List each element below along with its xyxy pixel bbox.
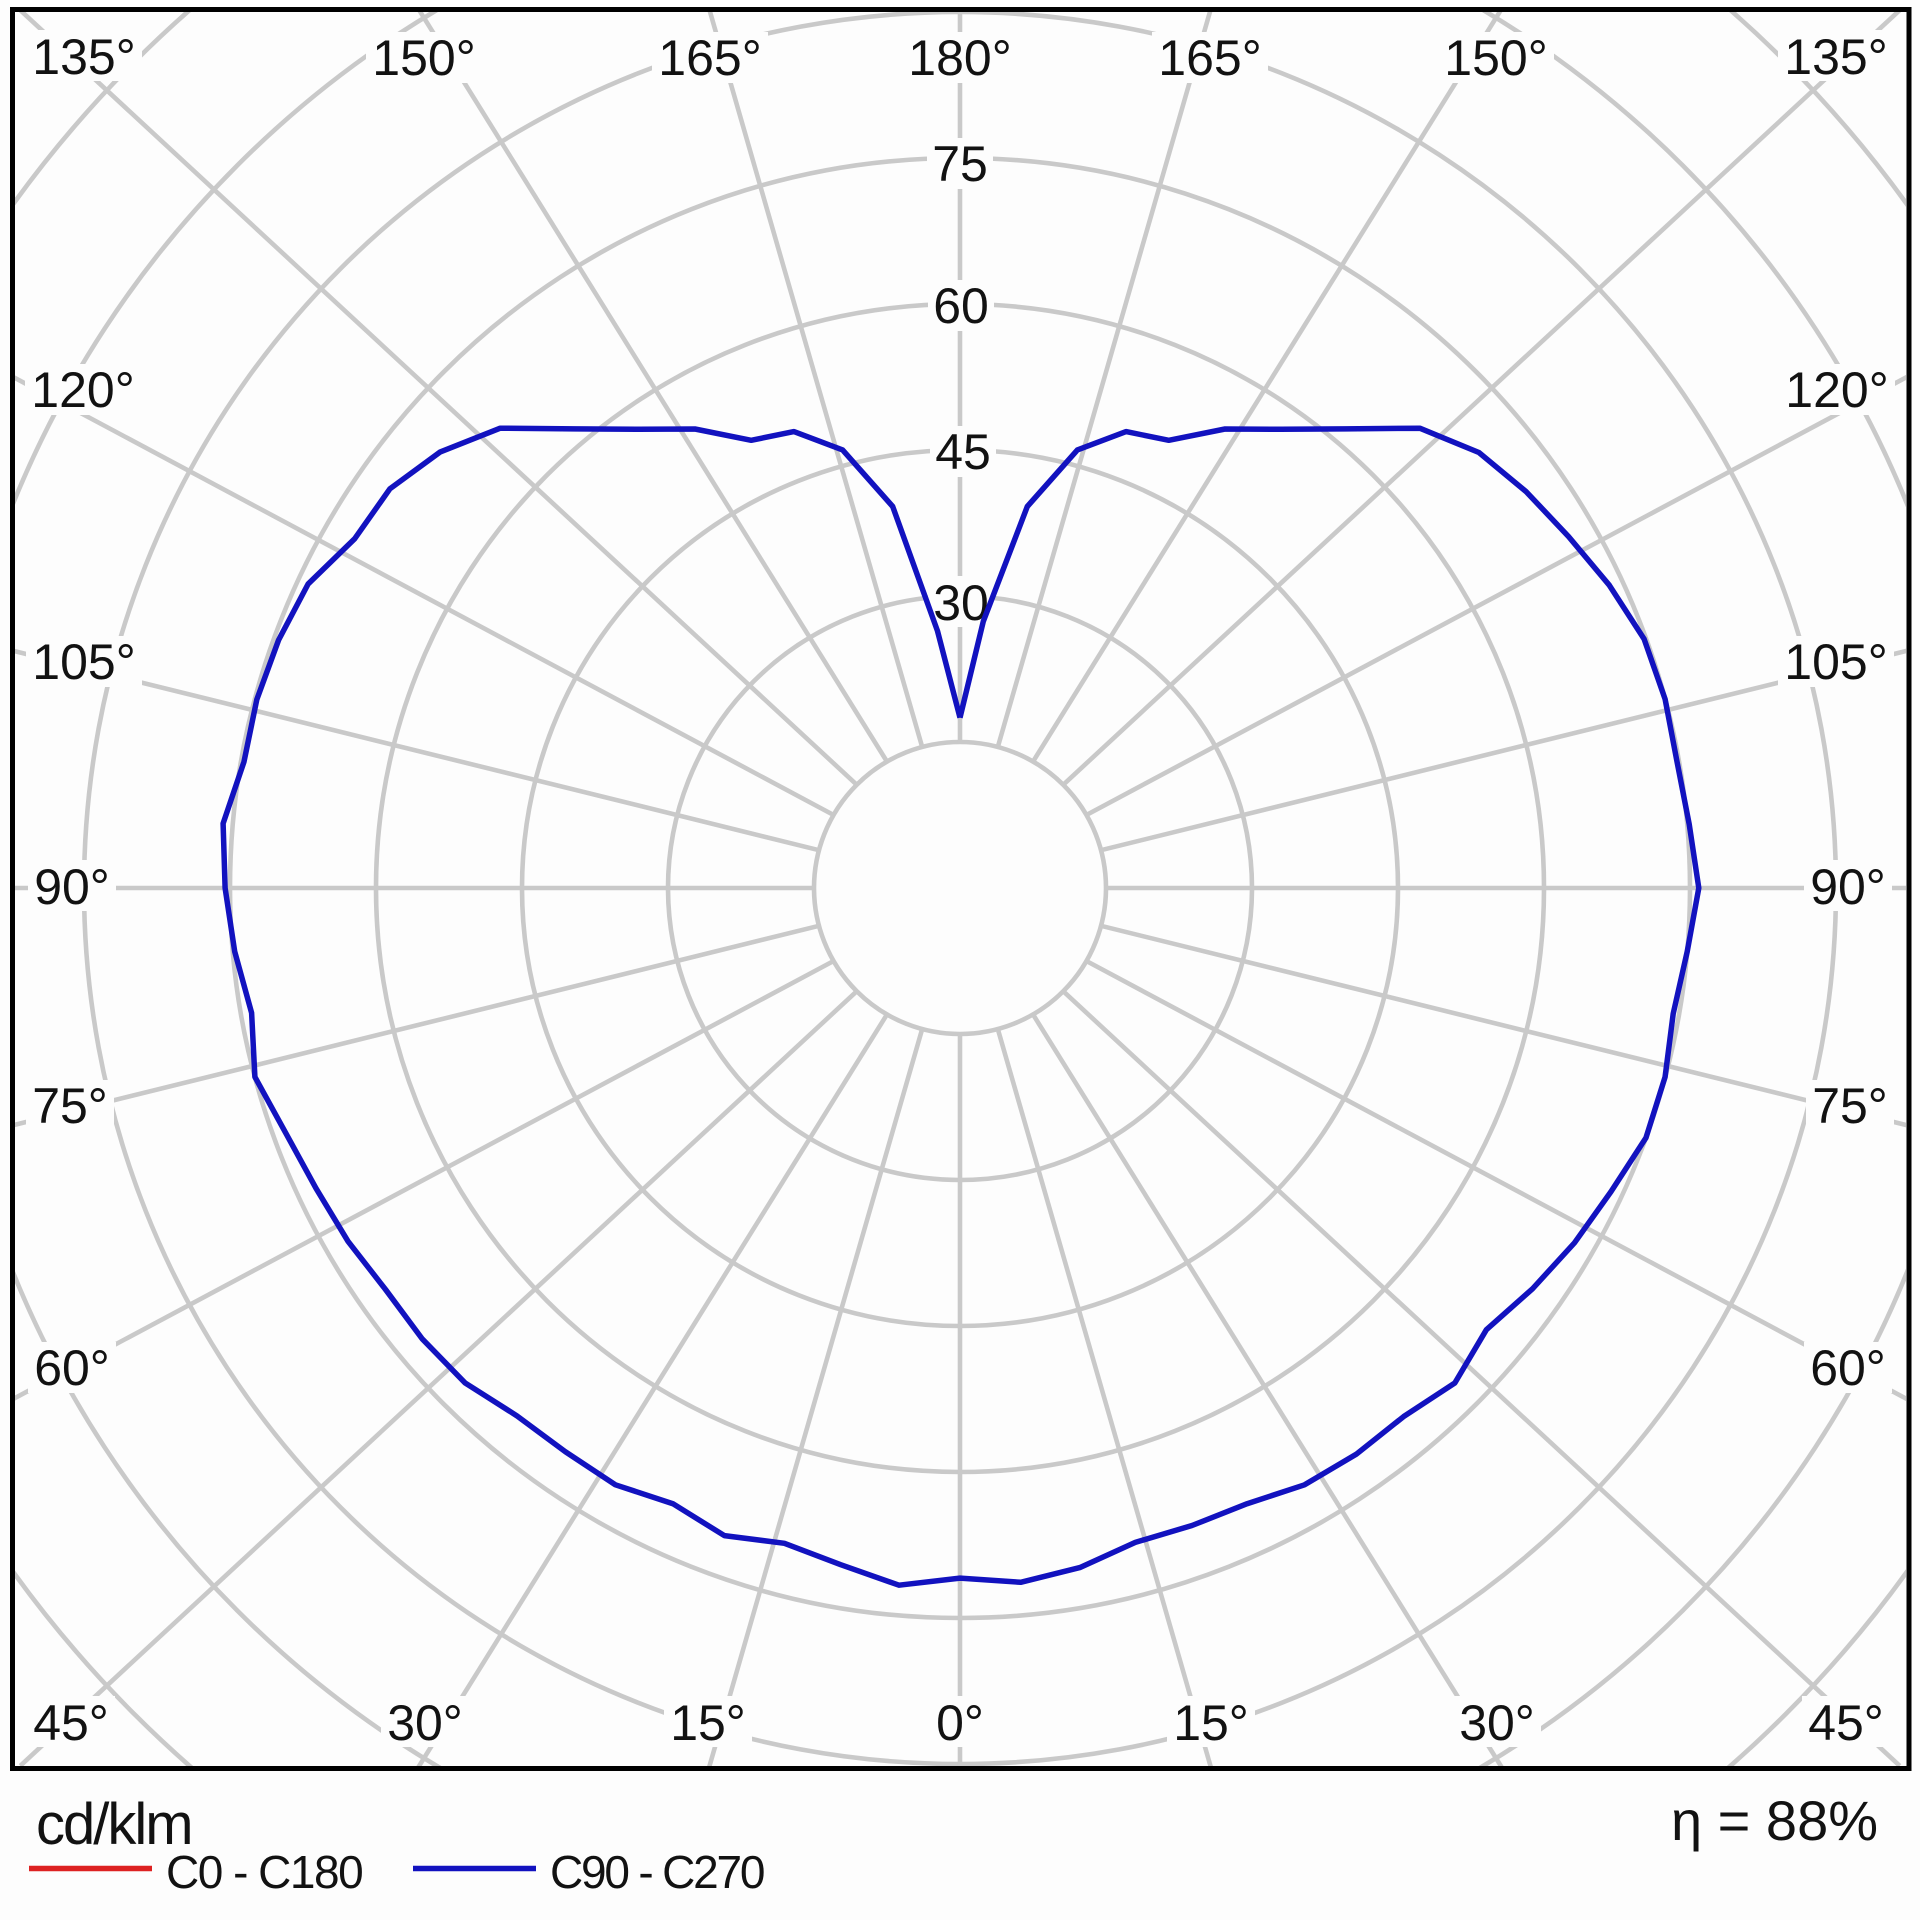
svg-text:η = 88%: η = 88% bbox=[1671, 1789, 1878, 1852]
svg-text:C90 - C270: C90 - C270 bbox=[550, 1846, 764, 1898]
svg-text:90°: 90° bbox=[1810, 859, 1886, 915]
svg-text:60°: 60° bbox=[34, 1340, 110, 1396]
svg-text:75: 75 bbox=[932, 136, 988, 192]
svg-text:75°: 75° bbox=[32, 1078, 108, 1134]
svg-text:120°: 120° bbox=[31, 362, 134, 418]
svg-text:105°: 105° bbox=[32, 634, 135, 690]
svg-text:135°: 135° bbox=[1784, 29, 1887, 85]
svg-text:75°: 75° bbox=[1812, 1078, 1888, 1134]
svg-text:135°: 135° bbox=[32, 29, 135, 85]
svg-text:0°: 0° bbox=[936, 1695, 984, 1751]
svg-text:165°: 165° bbox=[1158, 30, 1261, 86]
svg-text:15°: 15° bbox=[670, 1695, 746, 1751]
svg-text:C0 - C180: C0 - C180 bbox=[166, 1846, 362, 1898]
svg-text:45°: 45° bbox=[1808, 1695, 1884, 1751]
svg-text:150°: 150° bbox=[372, 30, 475, 86]
svg-text:105°: 105° bbox=[1784, 634, 1887, 690]
svg-text:150°: 150° bbox=[1444, 30, 1547, 86]
svg-text:60: 60 bbox=[933, 278, 989, 334]
svg-text:45: 45 bbox=[935, 424, 991, 480]
svg-text:60°: 60° bbox=[1810, 1340, 1886, 1396]
svg-text:30: 30 bbox=[933, 575, 989, 631]
svg-text:90°: 90° bbox=[34, 859, 110, 915]
svg-text:120°: 120° bbox=[1785, 362, 1888, 418]
svg-text:15°: 15° bbox=[1173, 1695, 1249, 1751]
svg-text:180°: 180° bbox=[908, 30, 1011, 86]
svg-text:30°: 30° bbox=[387, 1695, 463, 1751]
svg-text:30°: 30° bbox=[1459, 1695, 1535, 1751]
svg-text:cd/klm: cd/klm bbox=[36, 1792, 192, 1857]
svg-text:45°: 45° bbox=[33, 1695, 109, 1751]
svg-text:165°: 165° bbox=[658, 30, 761, 86]
